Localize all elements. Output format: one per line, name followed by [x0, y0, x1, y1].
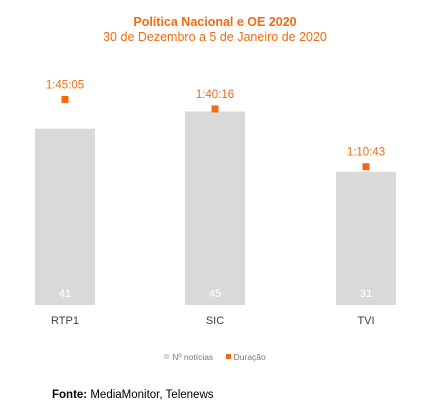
legend-label-duracao: Duração	[233, 352, 266, 362]
bar-rtp1	[35, 128, 95, 305]
legend-item-duracao: Duração	[225, 352, 266, 362]
bar-sic	[185, 111, 245, 305]
legend-label-noticias: Nº notícias	[172, 352, 214, 362]
legend-swatch-bar	[164, 354, 170, 359]
legend-item-noticias: Nº notícias	[164, 352, 213, 362]
duration-marker-rtp1	[61, 95, 69, 103]
chart-subtitle: 30 de Dezembro a 5 de Janeiro de 2020	[103, 30, 327, 44]
bar-tvi	[336, 171, 396, 305]
bar-value-label-rtp1: 41	[59, 288, 71, 300]
source-label: Fonte:	[52, 389, 88, 401]
category-label-sic: SIC	[206, 315, 224, 327]
source-value: MediaMonitor, Telenews	[90, 389, 214, 401]
bar-value-label-tvi: 31	[360, 288, 372, 300]
chart-plot: 41 RTP1 1:45:05 45 SIC 1:40:16 31 TVI 1:10:43	[35, 79, 396, 327]
bar-value-label-sic: 45	[209, 288, 221, 300]
legend: Nº notícias Duração	[0, 352, 430, 362]
source-note: Fonte: MediaMonitor, Telenews	[52, 389, 214, 401]
legend-swatch-marker	[225, 354, 231, 359]
duration-label-sic: 1:40:16	[196, 89, 234, 101]
chart-title: Política Nacional e OE 2020	[133, 15, 297, 29]
duration-marker-tvi	[362, 163, 370, 171]
duration-label-rtp1: 1:45:05	[46, 79, 84, 91]
category-label-rtp1: RTP1	[51, 315, 79, 327]
duration-marker-sic	[211, 105, 219, 113]
category-label-tvi: TVI	[357, 315, 374, 327]
duration-label-tvi: 1:10:43	[347, 147, 385, 159]
